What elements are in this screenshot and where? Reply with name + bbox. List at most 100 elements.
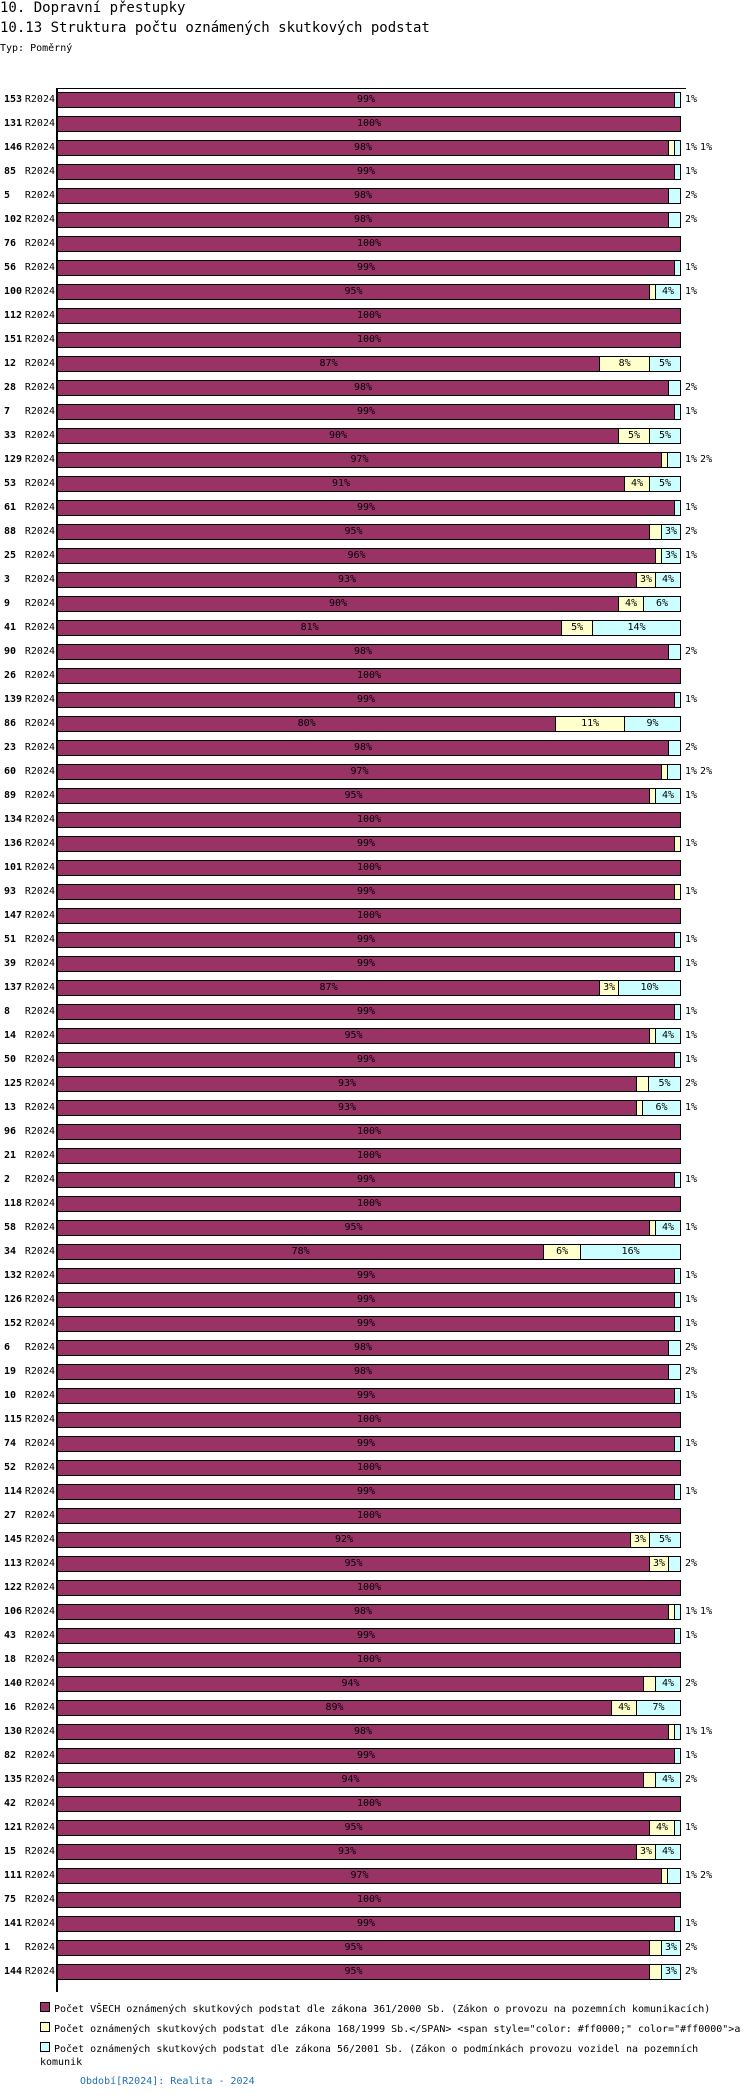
period-label: R2024 — [24, 1798, 55, 1809]
bar-row: 132 R2024 99% 1% — [0, 1268, 750, 1284]
bar-row: 88 R2024 95% 3% 2% — [0, 524, 750, 540]
period-label: R2024 — [24, 382, 55, 393]
small-segment-labels: 1% 2% — [685, 764, 712, 780]
segment-56-2001 — [674, 1604, 681, 1620]
period-label: R2024 — [24, 1294, 55, 1305]
segment-168-1999 — [668, 1604, 674, 1620]
segment-56-2001 — [674, 1268, 681, 1284]
category-label: 16 — [4, 1702, 17, 1713]
bar-row: 42 R2024 100% — [0, 1796, 750, 1812]
period-label: R2024 — [24, 334, 55, 345]
segment-56-2001 — [674, 1628, 681, 1644]
category-label: 126 — [4, 1294, 23, 1305]
stacked-bar: 100% — [57, 1580, 681, 1596]
segment-361-2000: 99% — [57, 1292, 675, 1308]
stacked-bar: 91% 4% 5% — [57, 476, 682, 492]
bar-row: 136 R2024 99% 1% — [0, 836, 750, 852]
category-label: 141 — [4, 1918, 23, 1929]
stacked-bar: 95% 4% — [57, 1028, 681, 1044]
segment-56-2001 — [668, 212, 681, 228]
segment-56-2001-label: 1% — [685, 1390, 698, 1401]
period-label: R2024 — [24, 238, 55, 249]
category-label: 58 — [4, 1222, 17, 1233]
segment-361-2000: 95% — [57, 524, 650, 540]
stacked-bar: 80% 11% 9% — [57, 716, 681, 732]
period-label: R2024 — [24, 1870, 55, 1881]
segment-56-2001 — [674, 1388, 681, 1404]
category-label: 51 — [4, 934, 17, 945]
bar-row: 27 R2024 100% — [0, 1508, 750, 1524]
stacked-bar: 78% 6% 16% — [57, 1244, 681, 1260]
period-label: R2024 — [24, 790, 55, 801]
bar-row: 96 R2024 100% — [0, 1124, 750, 1140]
segment-361-2000: 81% — [57, 620, 562, 636]
stacked-bar: 100% — [57, 1196, 681, 1212]
segment-361-2000: 99% — [57, 404, 675, 420]
segment-361-2000: 99% — [57, 836, 675, 852]
category-label: 134 — [4, 814, 23, 825]
period-label: R2024 — [24, 886, 55, 897]
segment-361-2000: 99% — [57, 1916, 675, 1932]
stacked-bar: 99% — [57, 1436, 681, 1452]
segment-361-2000: 94% — [57, 1676, 644, 1692]
segment-168-1999-label: 1% — [685, 1726, 698, 1737]
segment-56-2001: 16% — [580, 1244, 681, 1260]
segment-361-2000: 94% — [57, 1772, 644, 1788]
small-segment-labels: 1% — [685, 92, 697, 108]
segment-361-2000: 100% — [57, 860, 681, 876]
segment-361-2000: 93% — [57, 572, 637, 588]
period-label: R2024 — [24, 982, 55, 993]
bar-row: 82 R2024 99% 1% — [0, 1748, 750, 1764]
legend-swatch — [40, 2002, 50, 2012]
bar-row: 7 R2024 99% 1% — [0, 404, 750, 420]
stacked-bar: 100% — [57, 116, 681, 132]
legend-item-56-2001: Počet oznámených skutkových podstat dle … — [40, 2042, 746, 2069]
bar-row: 26 R2024 100% — [0, 668, 750, 684]
bar-row: 52 R2024 100% — [0, 1460, 750, 1476]
bar-row: 89 R2024 95% 4% 1% — [0, 788, 750, 804]
segment-361-2000: 100% — [57, 908, 681, 924]
segment-361-2000: 92% — [57, 1532, 631, 1548]
segment-56-2001 — [674, 1172, 681, 1188]
small-segment-labels: 1% — [685, 284, 697, 300]
period-label: R2024 — [24, 646, 55, 657]
category-label: 56 — [4, 262, 17, 273]
bar-row: 118 R2024 100% — [0, 1196, 750, 1212]
category-label: 7 — [4, 406, 11, 417]
segment-56-2001 — [668, 188, 681, 204]
segment-56-2001-label: 1% — [685, 502, 698, 513]
segment-56-2001-label: 1% — [685, 1630, 698, 1641]
period-label: R2024 — [24, 1390, 55, 1401]
segment-56-2001-label: 2% — [685, 214, 698, 225]
period-label: R2024 — [24, 598, 55, 609]
category-label: 14 — [4, 1030, 17, 1041]
small-segment-labels: 2% — [685, 1676, 697, 1692]
segment-56-2001-label: 1% — [685, 934, 698, 945]
period-label: R2024 — [24, 694, 55, 705]
stacked-bar: 99% — [57, 500, 681, 516]
period-label: R2024 — [24, 1414, 55, 1425]
segment-168-1999-label: 1% — [685, 766, 698, 777]
segment-361-2000: 100% — [57, 332, 681, 348]
segment-361-2000: 99% — [57, 1316, 675, 1332]
segment-56-2001 — [674, 1916, 681, 1932]
stacked-bar: 87% 8% 5% — [57, 356, 681, 372]
stacked-bar: 100% — [57, 1460, 681, 1476]
category-label: 111 — [4, 1870, 23, 1881]
stacked-bar: 100% — [57, 1892, 681, 1908]
segment-361-2000: 90% — [57, 596, 619, 612]
bar-row: 130 R2024 98% 1% 1% — [0, 1724, 750, 1740]
legend: Počet VŠECH oznámených skutkových podsta… — [40, 2002, 746, 2088]
segment-56-2001: 4% — [655, 284, 681, 300]
bar-row: 121 R2024 95% 4% 1% — [0, 1820, 750, 1836]
stacked-bar: 89% 4% 7% — [57, 1700, 682, 1716]
segment-361-2000: 93% — [57, 1844, 637, 1860]
stacked-bar: 94% 4% — [57, 1772, 682, 1788]
y-axis-line — [56, 88, 58, 1992]
period-link[interactable]: Období[R2024]: Realita - 2024 — [80, 2076, 255, 2087]
segment-168-1999: 3% — [599, 980, 619, 996]
category-label: 96 — [4, 1126, 17, 1137]
bar-row: 14 R2024 95% 4% 1% — [0, 1028, 750, 1044]
category-label: 139 — [4, 694, 23, 705]
category-label: 75 — [4, 1894, 17, 1905]
